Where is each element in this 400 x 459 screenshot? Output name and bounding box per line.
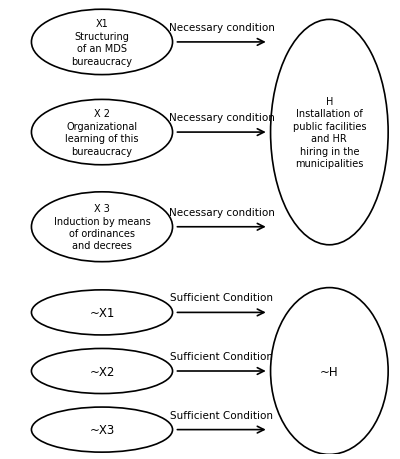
Text: X 2
Organizational
learning of this
bureaucracy: X 2 Organizational learning of this bure…: [65, 109, 139, 157]
Text: X1
Structuring
of an MDS
bureaucracy: X1 Structuring of an MDS bureaucracy: [72, 19, 132, 67]
Ellipse shape: [32, 100, 172, 165]
Ellipse shape: [32, 407, 172, 452]
Text: Sufficient Condition: Sufficient Condition: [170, 410, 273, 420]
Text: Necessary condition: Necessary condition: [169, 207, 274, 218]
Ellipse shape: [270, 288, 388, 454]
Ellipse shape: [32, 10, 172, 75]
Text: X 3
Induction by means
of ordinances
and decrees: X 3 Induction by means of ordinances and…: [54, 204, 150, 251]
Text: Sufficient Condition: Sufficient Condition: [170, 293, 273, 303]
Ellipse shape: [32, 290, 172, 335]
Text: Necessary condition: Necessary condition: [169, 23, 274, 33]
Text: ~H: ~H: [320, 365, 339, 378]
Text: Sufficient Condition: Sufficient Condition: [170, 351, 273, 361]
Ellipse shape: [32, 349, 172, 394]
Text: H
Installation of
public facilities
and HR
hiring in the
municipalities: H Installation of public facilities and …: [293, 97, 366, 169]
Ellipse shape: [32, 192, 172, 262]
Text: ~X2: ~X2: [89, 365, 115, 378]
Text: Necessary condition: Necessary condition: [169, 113, 274, 123]
Ellipse shape: [270, 20, 388, 245]
Text: ~X1: ~X1: [89, 306, 115, 319]
Text: ~X3: ~X3: [89, 423, 115, 436]
